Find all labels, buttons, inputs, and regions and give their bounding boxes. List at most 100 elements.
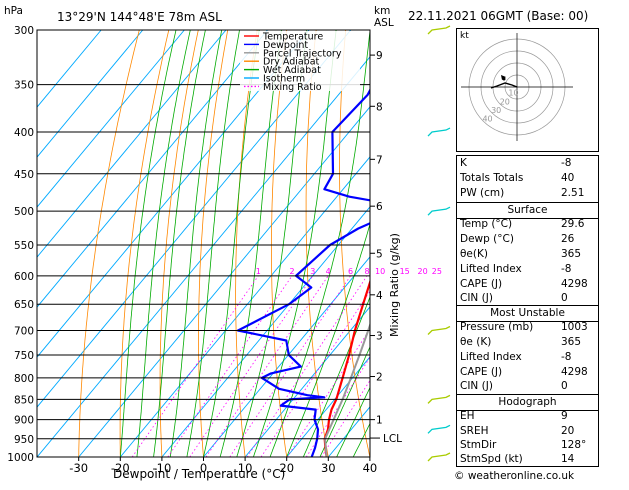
- mixing-ratio-label: 20: [418, 267, 428, 276]
- wet-adiabat-line: [137, 30, 190, 457]
- wind-barb: [428, 453, 450, 461]
- pressure-tick-label: 950: [14, 434, 34, 446]
- pressure-tick-label: 800: [14, 373, 34, 385]
- pressure-tick-label: 600: [14, 271, 34, 283]
- wet-adiabat-line: [303, 30, 450, 457]
- surface-row: Temp (°C)29.6: [457, 217, 598, 232]
- km-tick-label: 2: [376, 372, 383, 384]
- km-tick-label: 3: [376, 331, 383, 343]
- dry-adiabat-line: [271, 30, 286, 457]
- hodograph-unit: kt: [460, 31, 469, 41]
- parcel-trajectory-line: [325, 30, 442, 457]
- pressure-tick-label: 650: [14, 299, 34, 311]
- mixing-ratio-line: [322, 276, 437, 457]
- wet-adiabat-line: [187, 30, 240, 457]
- km-tick-label: 7: [376, 154, 383, 166]
- mixing-ratio-label: 25: [432, 267, 442, 276]
- lcl-label: LCL: [383, 433, 402, 445]
- wet-adiabat-line: [204, 30, 260, 457]
- forecast-date: 22.11.2021 06GMT (Base: 00): [408, 9, 588, 23]
- dry-adiabat-line: [611, 30, 629, 457]
- hodograph-table-title: Hodograph: [457, 395, 598, 410]
- dry-adiabat-line: [199, 30, 228, 457]
- legend-item: Mixing Ratio: [263, 82, 322, 93]
- wind-barb: [428, 425, 450, 433]
- wind-barbs: [428, 26, 450, 461]
- wind-barb: [428, 327, 450, 335]
- km-tick-label: 5: [376, 248, 383, 260]
- km-tick-label: 9: [376, 50, 383, 62]
- wet-adiabat-line: [270, 30, 370, 457]
- hodograph-ring-label: 40: [482, 115, 492, 124]
- index-row: PW (cm)2.51: [457, 186, 598, 201]
- dry-adiabat-line: [79, 30, 140, 457]
- most-unstable-row: Lifted Index-8: [457, 350, 598, 365]
- index-row: K-8: [457, 156, 598, 171]
- dewpoint-line: [238, 30, 404, 457]
- pressure-tick-label: 450: [14, 169, 34, 181]
- most-unstable-row: θe (K)365: [457, 335, 598, 350]
- wind-barb: [428, 128, 450, 136]
- temp-tick-label: 30: [321, 461, 336, 475]
- wind-barb: [428, 26, 450, 34]
- isotherm-line: [0, 30, 268, 457]
- hodograph-row: StmSpd (kt)14: [457, 452, 598, 467]
- most-unstable-title: Most Unstable: [457, 306, 598, 321]
- km-tick-label: 1: [376, 415, 383, 427]
- dry-adiabat-line: [160, 30, 198, 457]
- km-label: km: [374, 5, 390, 17]
- most-unstable-row: CIN (J)0: [457, 379, 598, 394]
- mixing-ratio-line: [168, 276, 292, 457]
- surface-row: Dewp (°C)26: [457, 232, 598, 247]
- x-axis-title: Dewpoint / Temperature (°C): [113, 467, 285, 481]
- hpa-label: hPa: [4, 5, 23, 17]
- temp-tick-label: -30: [69, 461, 88, 475]
- surface-row: CIN (J)0: [457, 291, 598, 306]
- pressure-tick-label: 900: [14, 415, 34, 427]
- km-tick-label: 8: [376, 101, 383, 113]
- dry-adiabat-line: [236, 30, 258, 457]
- surface-row: θe(K)365: [457, 247, 598, 262]
- pressure-tick-label: 550: [14, 240, 34, 252]
- mixing-ratio-line: [247, 276, 367, 457]
- pressure-tick-label: 350: [14, 80, 34, 92]
- surface-title: Surface: [457, 203, 598, 218]
- temperature-line: [325, 30, 417, 457]
- mixing-ratio-label: 2: [289, 267, 294, 276]
- isotherm-line: [0, 30, 309, 457]
- footer-credit: © weatheronline.co.uk: [454, 470, 575, 482]
- mixing-ratio-label: 8: [364, 267, 369, 276]
- mixing-ratio-label: 6: [348, 267, 353, 276]
- dry-adiabat-line: [403, 30, 453, 457]
- asl-label: ASL: [374, 17, 394, 29]
- wind-barb: [428, 395, 450, 403]
- plot-frame: [37, 30, 370, 457]
- mixing-ratio-label: 1: [256, 267, 261, 276]
- pressure-tick-label: 300: [14, 25, 34, 37]
- pressure-tick-label: 500: [14, 206, 34, 218]
- dry-adiabat-line: [306, 30, 328, 457]
- surface-row: CAPE (J)4298: [457, 277, 598, 292]
- pressure-tick-label: 1000: [7, 452, 34, 464]
- pressure-tick-label: 700: [14, 326, 34, 338]
- most-unstable-panel: Most Unstable Pressure (mb)1003 θe (K)36…: [456, 305, 599, 395]
- km-tick-label: 6: [376, 201, 383, 213]
- surface-row: Lifted Index-8: [457, 262, 598, 277]
- most-unstable-row: Pressure (mb)1003: [457, 320, 598, 335]
- wind-barb: [428, 207, 450, 215]
- mixing-ratio-label: 4: [326, 267, 331, 276]
- station-info: 13°29'N 144°48'E 78m ASL: [57, 10, 222, 24]
- dry-adiabat-line: [120, 30, 169, 457]
- temp-tick-label: 40: [363, 461, 378, 475]
- pressure-tick-label: 750: [14, 350, 34, 362]
- wet-adiabat-line: [120, 30, 176, 457]
